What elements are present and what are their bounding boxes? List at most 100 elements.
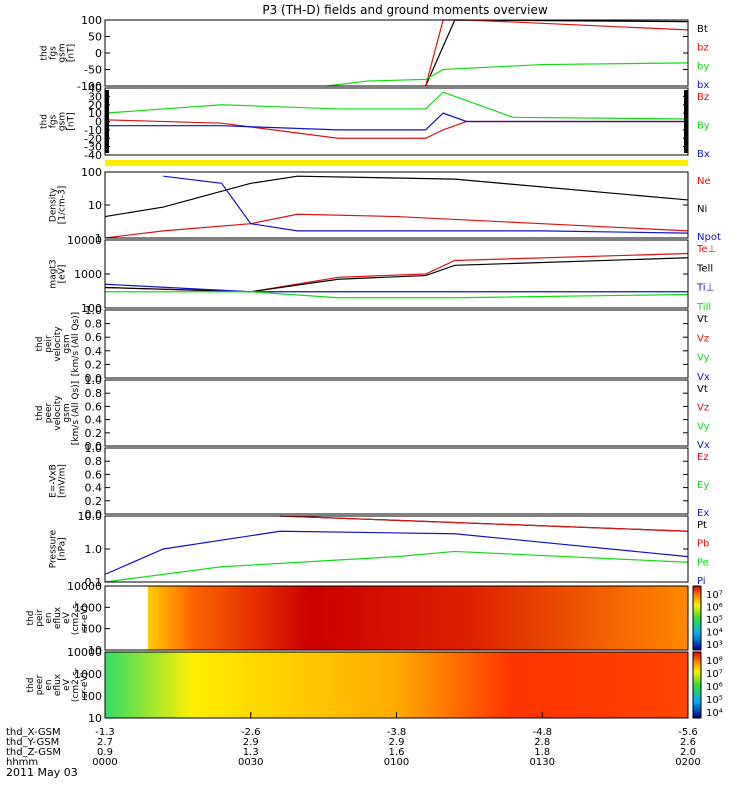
legend-entry: Tell: [696, 263, 713, 274]
y-tick-label: -20: [84, 132, 102, 145]
y-tick-label: 1000: [74, 268, 102, 281]
panel-p9: thd peir en eflux eV (cm2-s-sr-eV) 10000 1000 10…: [26, 580, 723, 657]
x-row-label: thd_X-GSM: [6, 727, 61, 738]
series-line-pi: [104, 530, 689, 575]
y-tick-label: -10: [84, 124, 102, 137]
y-tick-label: 0.1: [85, 576, 103, 589]
panel-p4: magt3 [eV] 10000 1000 100 Te⊥ Tell Ti⊥ Till: [49, 234, 717, 315]
y-tick-label: 100: [81, 690, 102, 703]
y-axis-label: thd: [40, 114, 50, 129]
y-axis-label: thd: [26, 678, 36, 693]
legend-entry: Te⊥: [696, 244, 716, 255]
series-line-npot: [163, 175, 689, 234]
y-tick-label: 0.0: [85, 372, 103, 385]
figure-title: P3 (TH-D) fields and ground moments over…: [262, 3, 547, 17]
legend-entry: bz: [697, 43, 709, 54]
panel-p1: thd fgs gsm [nT] 100 50 0 -50 -100 Bt bz by bx: [40, 14, 710, 93]
series-line-ni: [104, 175, 689, 218]
series-line-bz: [104, 119, 688, 139]
y-tick-label: 10000: [67, 234, 102, 247]
y-axis-label: magt3: [49, 259, 59, 288]
legend-entry: Bt: [697, 24, 708, 35]
legend-entry: Bx: [697, 149, 710, 160]
legend-entry: Pb: [697, 539, 709, 550]
y-tick-label: -40: [84, 149, 102, 162]
y-tick-label: -100: [77, 80, 102, 93]
y-tick-label: 0.2: [85, 495, 103, 508]
y-axis-label: eV: [62, 678, 72, 691]
y-tick-label: 0.0: [85, 440, 103, 453]
colorbar: [692, 651, 702, 719]
legend-entry: Pi: [697, 576, 706, 587]
x-row-label: thd_Y-GSM: [6, 737, 59, 748]
y-tick-label: 0.2: [85, 427, 103, 440]
y-tick-label: 1.0: [85, 374, 103, 387]
status-bar: [105, 160, 688, 166]
x-axis-labels: thd_X-GSM -1.3 -2.6 -3.8 -4.8 -5.6 thd_Y-GSM 2.…: [6, 712, 701, 768]
y-axis-label: thd: [40, 46, 50, 61]
y-tick-label: 100: [81, 14, 102, 27]
y-tick-label: 40: [88, 82, 102, 95]
x-tick-label: 0100: [384, 757, 409, 768]
y-axis-label: E=-VxB: [49, 464, 59, 498]
legend-entry: Ni: [697, 204, 707, 215]
y-axis-label: en: [44, 679, 54, 690]
y-axis-label: eflux: [53, 606, 63, 629]
legend-entry: Till: [696, 302, 711, 313]
y-tick-label: 50: [88, 31, 102, 44]
panel-frame: [104, 379, 689, 447]
y-tick-label: 10: [88, 199, 102, 212]
x-tick-label: 1.8: [534, 747, 550, 758]
colorbar-label: 10⁶: [706, 603, 723, 614]
colorbar-label: 10⁷: [706, 590, 723, 601]
spectrogram: [148, 586, 688, 650]
y-axis-label: [1/cm-3]: [58, 186, 68, 224]
y-axis-label: eflux: [53, 673, 63, 696]
series-line-ti⊥: [104, 283, 688, 293]
legend-entry: Ey: [697, 480, 709, 491]
x-tick-label: -2.6: [241, 727, 261, 738]
series-line-till: [105, 291, 689, 299]
legend-entry: Bz: [697, 92, 709, 103]
y-axis-label: fgs: [49, 46, 59, 60]
x-tick-label: 2.7: [97, 737, 113, 748]
y-tick-label: 0.4: [85, 414, 103, 427]
colorbar-label: 10⁵: [706, 695, 723, 706]
y-tick-label: 0: [95, 47, 102, 60]
y-axis-label: [km/s (All Qs)]: [71, 312, 81, 376]
y-axis-label: velocity: [53, 326, 63, 362]
legend-entry: Vz: [697, 333, 709, 344]
panel-frame: [104, 87, 689, 156]
y-tick-label: 10.0: [78, 510, 103, 523]
y-tick-label: 0.0: [85, 508, 103, 521]
y-tick-label: 20: [88, 99, 102, 112]
x-tick-label: 0200: [675, 757, 700, 768]
y-tick-label: 30: [88, 90, 102, 103]
colorbar-label: 10⁴: [706, 708, 723, 719]
y-axis-label: velocity: [53, 395, 63, 431]
legend-entry: Vz: [697, 403, 709, 414]
y-axis-label: Pressure: [49, 529, 59, 568]
colorbar-label: 10⁵: [706, 615, 723, 626]
x-tick-label: -3.8: [387, 727, 407, 738]
y-axis-label: (cm2-s-: [71, 668, 81, 702]
y-tick-label: 0.8: [85, 455, 103, 468]
y-tick-label: 0.6: [85, 400, 103, 413]
series-line-bx: [105, 112, 688, 131]
legend-entry: Ti⊥: [696, 283, 714, 294]
y-tick-label: 100: [81, 166, 102, 179]
x-tick-label: 2.0: [680, 747, 696, 758]
colorbar-label: 10³: [706, 640, 723, 651]
x-tick-label: -1.3: [95, 727, 115, 738]
legend-entry: Npot: [697, 232, 721, 243]
colorbar: [692, 585, 702, 651]
y-tick-label: -50: [84, 64, 102, 77]
y-axis-label: [nT]: [67, 112, 77, 130]
y-axis-label: peer: [44, 402, 54, 423]
panel-p3: Density [1/cm-3] 100 10 1 Ne Ni Npot: [49, 166, 721, 245]
y-axis-label: peir: [44, 335, 54, 353]
legend-entry: Ne: [697, 176, 711, 187]
